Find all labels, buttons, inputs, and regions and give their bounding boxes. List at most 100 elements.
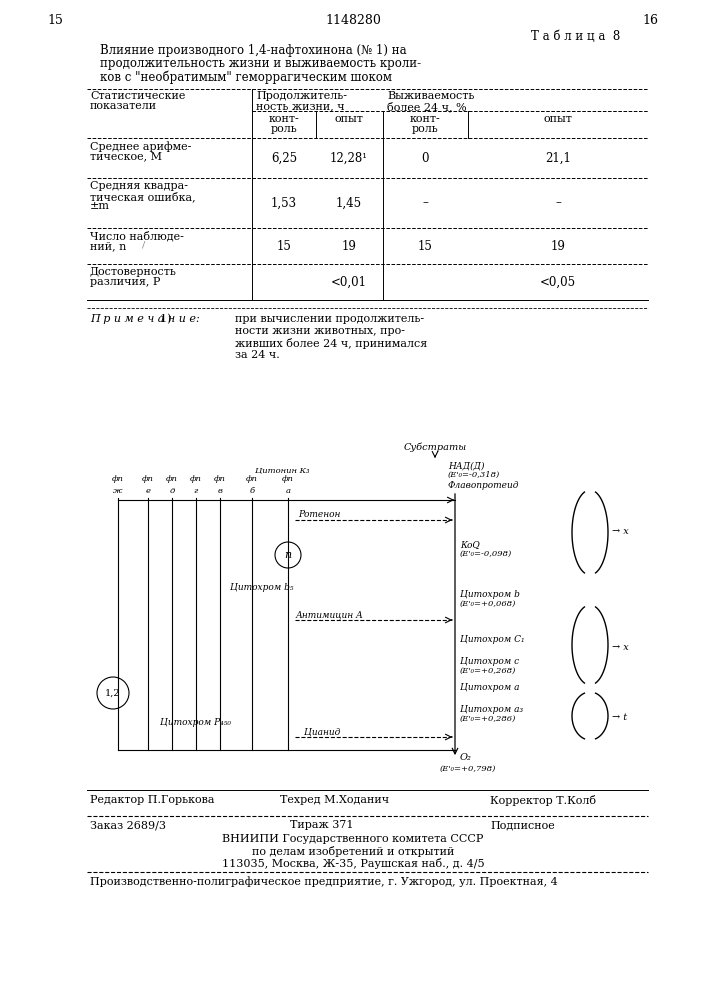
Text: различия, Р: различия, Р (90, 277, 160, 287)
Text: 1,45: 1,45 (336, 196, 362, 210)
Text: 113035, Москва, Ж-35, Раушская наб., д. 4/5: 113035, Москва, Ж-35, Раушская наб., д. … (222, 858, 484, 869)
Text: более 24 ч, %: более 24 ч, % (387, 101, 467, 112)
Text: продолжительность жизни и выживаемость кроли-: продолжительность жизни и выживаемость к… (100, 57, 421, 70)
Text: конт-: конт- (409, 114, 440, 124)
Text: фп: фп (214, 475, 226, 483)
Text: фп: фп (246, 475, 258, 483)
Text: Ротенон: Ротенон (298, 510, 340, 519)
Text: показатели: показатели (90, 101, 157, 111)
Text: г: г (194, 487, 198, 495)
Text: фп: фп (112, 475, 124, 483)
Text: ности жизни животных, про-: ности жизни животных, про- (235, 326, 405, 336)
Text: НАД(Д): НАД(Д) (448, 461, 484, 470)
Text: КоQ: КоQ (460, 540, 480, 549)
Text: ность жизни, ч: ность жизни, ч (256, 101, 344, 111)
Text: Цитохром а₃: Цитохром а₃ (460, 705, 523, 714)
Text: ВНИИПИ Государственного комитета СССР: ВНИИПИ Государственного комитета СССР (222, 834, 484, 844)
Text: Средняя квадра-: Средняя квадра- (90, 181, 188, 191)
Text: Число наблюде-: Число наблюде- (90, 231, 184, 242)
Text: фп: фп (282, 475, 294, 483)
Text: Флавопротеид: Флавопротеид (448, 481, 520, 490)
Text: 1): 1) (90, 314, 172, 324)
Text: → x: → x (612, 527, 629, 536)
Text: O₂: O₂ (460, 753, 472, 762)
Text: Тираж 371: Тираж 371 (290, 820, 354, 830)
Text: 1148280: 1148280 (325, 14, 381, 27)
Text: 6,25: 6,25 (271, 151, 297, 164)
Text: при вычислении продолжитель-: при вычислении продолжитель- (235, 314, 424, 324)
Text: 0: 0 (421, 151, 428, 164)
Text: опыт: опыт (334, 114, 363, 124)
Text: а: а (286, 487, 291, 495)
Text: Субстраты: Субстраты (404, 443, 467, 452)
Text: Производственно-полиграфическое предприятие, г. Ужгород, ул. Проектная, 4: Производственно-полиграфическое предприя… (90, 876, 558, 887)
Text: <0,05: <0,05 (540, 275, 576, 288)
Text: –: – (555, 196, 561, 210)
Text: Подписное: Подписное (490, 820, 555, 830)
Text: 19: 19 (341, 239, 356, 252)
Text: ж: ж (113, 487, 123, 495)
Text: /: / (142, 241, 145, 250)
Text: тическое, М: тическое, М (90, 151, 162, 161)
Text: Продолжитель-: Продолжитель- (256, 91, 347, 101)
Text: → t: → t (612, 713, 627, 722)
Text: Цитохром с: Цитохром с (460, 657, 519, 666)
Text: Выживаемость: Выживаемость (387, 91, 474, 101)
Text: Среднее арифме-: Среднее арифме- (90, 141, 192, 152)
Text: фп: фп (142, 475, 154, 483)
Text: фп: фп (166, 475, 178, 483)
Text: (Е'₀=-0,098): (Е'₀=-0,098) (460, 550, 513, 558)
Text: живших более 24 ч, принимался: живших более 24 ч, принимался (235, 338, 427, 349)
Text: П р и м е ч а н и е:: П р и м е ч а н и е: (90, 314, 200, 324)
Text: 12,28¹: 12,28¹ (330, 151, 368, 164)
Text: Цианид: Цианид (304, 727, 340, 736)
Text: д: д (170, 487, 175, 495)
Text: (Е'₀=+0,286): (Е'₀=+0,286) (460, 715, 516, 723)
Text: Цитохром b₅: Цитохром b₅ (230, 583, 293, 592)
Text: (Е'₀=-0,318): (Е'₀=-0,318) (448, 471, 501, 479)
Text: 1,53: 1,53 (271, 196, 297, 210)
Text: опыт: опыт (544, 114, 573, 124)
Text: ний, n: ний, n (90, 241, 127, 251)
Text: Редактор П.Горькова: Редактор П.Горькова (90, 795, 214, 805)
Text: Достоверность: Достоверность (90, 267, 177, 277)
Text: п: п (284, 550, 291, 560)
Text: 16: 16 (642, 14, 658, 27)
Text: фп: фп (190, 475, 202, 483)
Text: Влияние производного 1,4-нафтохинона (№ 1) на: Влияние производного 1,4-нафтохинона (№ … (100, 44, 407, 57)
Text: ков с "необратимым" геморрагическим шоком: ков с "необратимым" геморрагическим шоко… (100, 70, 392, 84)
Text: Цитохром С₁: Цитохром С₁ (460, 635, 525, 644)
Text: Корректор Т.Колб: Корректор Т.Колб (490, 795, 596, 806)
Text: 15: 15 (47, 14, 63, 27)
Text: Цитохром b: Цитохром b (460, 590, 520, 599)
Text: Статистические: Статистические (90, 91, 185, 101)
Text: е: е (146, 487, 151, 495)
Text: конт-: конт- (269, 114, 299, 124)
Text: 19: 19 (551, 239, 566, 252)
Text: 1,2: 1,2 (105, 688, 121, 698)
Text: Заказ 2689/3: Заказ 2689/3 (90, 820, 166, 830)
Text: 15: 15 (276, 239, 291, 252)
Text: Цитохром Р₄₅₀: Цитохром Р₄₅₀ (160, 718, 231, 727)
Text: (Е'₀=+0,068): (Е'₀=+0,068) (460, 600, 516, 608)
Text: Цитонин К₃: Цитонин К₃ (255, 467, 310, 475)
Text: (Е'₀=+0,268): (Е'₀=+0,268) (460, 667, 516, 675)
Text: 15: 15 (418, 239, 433, 252)
Text: Техред М.Ходанич: Техред М.Ходанич (280, 795, 389, 805)
Text: за 24 ч.: за 24 ч. (235, 350, 280, 360)
Text: роль: роль (411, 124, 438, 134)
Text: Т а б л и ц а  8: Т а б л и ц а 8 (531, 30, 620, 43)
Text: ±m: ±m (90, 201, 110, 211)
Text: –: – (422, 196, 428, 210)
Text: <0,01: <0,01 (331, 275, 367, 288)
Text: по делам изобретений и открытий: по делам изобретений и открытий (252, 846, 454, 857)
Text: в: в (218, 487, 223, 495)
Text: → x: → x (612, 643, 629, 652)
Text: Цитохром а: Цитохром а (460, 683, 520, 692)
Text: тическая ошибка,: тическая ошибка, (90, 191, 196, 202)
Text: роль: роль (271, 124, 298, 134)
Text: 21,1: 21,1 (545, 151, 571, 164)
Text: Антимицин А: Антимицин А (296, 610, 364, 619)
Text: (Е'₀=+0,798): (Е'₀=+0,798) (440, 765, 496, 773)
Text: б: б (250, 487, 255, 495)
